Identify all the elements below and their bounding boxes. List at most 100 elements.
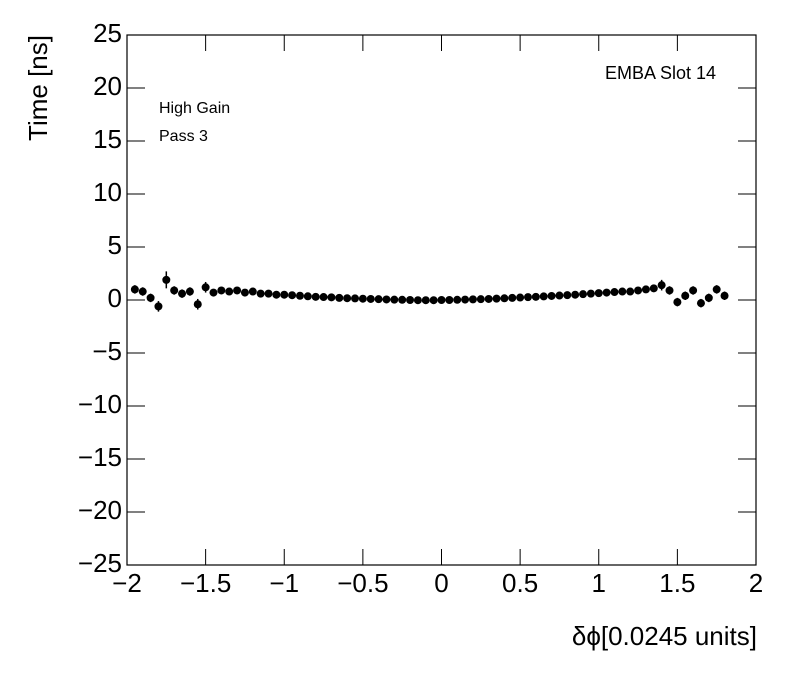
x-tick-label: 1.5 <box>659 568 695 598</box>
y-tick-label: −10 <box>78 389 122 419</box>
data-point <box>193 300 202 309</box>
data-point <box>641 285 650 294</box>
data-point <box>704 293 713 302</box>
data-point <box>453 295 462 304</box>
y-tick-label: 10 <box>93 177 122 207</box>
data-point <box>673 298 682 307</box>
x-tick-label: −1.5 <box>180 568 231 598</box>
data-point <box>413 296 422 305</box>
data-point <box>382 295 391 304</box>
y-tick-label: 20 <box>93 71 122 101</box>
y-tick-label: 25 <box>93 18 122 48</box>
data-point <box>390 295 399 304</box>
y-tick-label: −20 <box>78 495 122 525</box>
data-point <box>649 284 658 293</box>
x-tick-label: −0.5 <box>337 568 388 598</box>
data-point <box>366 294 375 303</box>
data-point <box>421 296 430 305</box>
data-point <box>689 286 698 295</box>
data-point <box>225 287 234 296</box>
data-point <box>170 286 179 295</box>
data-point <box>720 291 729 300</box>
data-point <box>280 290 289 299</box>
data-point <box>351 294 360 303</box>
data-point <box>437 296 446 304</box>
data-point <box>516 293 525 302</box>
x-tick-label: 0.5 <box>502 568 538 598</box>
data-point <box>201 283 210 292</box>
data-point <box>681 291 690 300</box>
data-point <box>248 287 257 296</box>
x-tick-label: −2 <box>112 568 142 598</box>
annotation: High Gain <box>159 100 230 117</box>
data-point <box>594 289 603 298</box>
y-tick-label: 5 <box>108 230 122 260</box>
data-point <box>610 288 619 297</box>
annotation: Pass 3 <box>159 128 208 145</box>
data-point <box>240 288 249 297</box>
data-point <box>146 293 155 302</box>
data-point <box>319 293 328 302</box>
data-point <box>343 294 352 303</box>
data-point <box>665 286 674 295</box>
data-point <box>696 299 705 308</box>
data-point <box>492 294 501 303</box>
data-point <box>547 291 556 300</box>
y-tick-label: −15 <box>78 442 122 472</box>
data-point <box>209 288 218 297</box>
data-point <box>571 290 580 299</box>
data-point <box>374 295 383 304</box>
y-tick-label: −25 <box>78 548 122 578</box>
y-tick-label: 0 <box>108 283 122 313</box>
y-axis-label: Time [ns] <box>23 35 53 141</box>
data-point <box>618 287 627 296</box>
x-tick-label: 2 <box>749 568 763 598</box>
x-tick-label: 0 <box>434 568 448 598</box>
data-point <box>445 296 454 304</box>
data-point <box>500 294 509 303</box>
data-point <box>555 291 564 300</box>
data-point <box>634 286 643 295</box>
x-tick-label: −1 <box>269 568 299 598</box>
data-point <box>406 296 415 304</box>
data-point <box>311 292 320 301</box>
data-point <box>484 294 493 303</box>
data-point <box>288 291 297 300</box>
data-point <box>233 286 242 295</box>
data-point <box>154 302 163 311</box>
data-point <box>461 295 470 304</box>
data-point <box>272 290 281 299</box>
data-point <box>335 293 344 302</box>
data-point <box>563 291 572 300</box>
data-point <box>178 289 187 298</box>
data-point <box>712 285 721 294</box>
data-point <box>130 285 139 294</box>
data-point <box>586 289 595 298</box>
data-point <box>185 287 194 296</box>
data-point <box>256 289 265 298</box>
data-point <box>579 290 588 299</box>
data-point <box>523 293 532 302</box>
data-point <box>657 281 666 290</box>
data-point <box>429 296 438 305</box>
data-point <box>264 289 273 298</box>
data-point <box>217 286 226 295</box>
y-tick-label: 15 <box>93 124 122 154</box>
data-point <box>398 295 407 304</box>
x-tick-label: 1 <box>592 568 606 598</box>
x-axis-label: δϕ[0.0245 units] <box>572 621 757 651</box>
data-point <box>358 294 367 303</box>
data-point <box>295 291 304 300</box>
annotation: EMBA Slot 14 <box>605 63 716 83</box>
data-point <box>539 292 548 301</box>
data-point <box>162 275 171 284</box>
data-point <box>508 293 517 302</box>
y-tick-label: −5 <box>92 336 122 366</box>
data-point <box>626 287 635 296</box>
data-point <box>602 288 611 297</box>
data-point <box>468 295 477 304</box>
data-point <box>476 295 485 304</box>
data-point <box>327 293 336 302</box>
data-point <box>303 292 312 301</box>
